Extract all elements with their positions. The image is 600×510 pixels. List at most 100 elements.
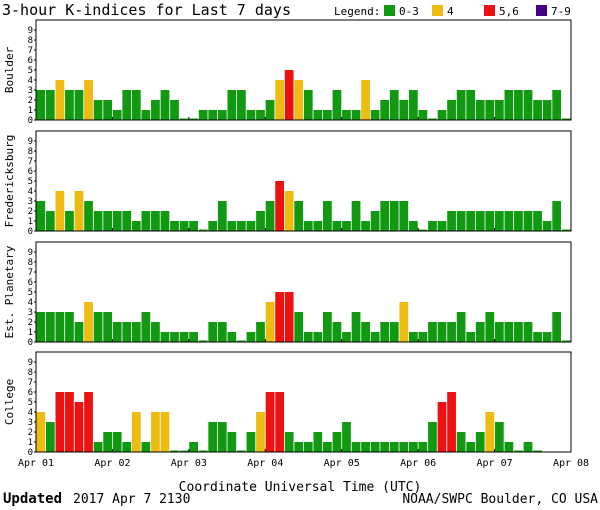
y-tick-label: 6 <box>28 388 33 398</box>
bar <box>418 229 428 231</box>
bar <box>342 422 351 452</box>
bar <box>380 100 390 120</box>
bar <box>380 322 390 342</box>
y-tick-label: 6 <box>28 278 33 288</box>
bar <box>246 110 256 120</box>
bar <box>112 211 122 231</box>
bar <box>151 211 160 231</box>
bar <box>561 118 571 120</box>
bar <box>389 442 399 452</box>
bar <box>84 201 93 231</box>
bar <box>380 442 390 452</box>
bar <box>428 322 437 342</box>
bar <box>475 322 485 342</box>
y-tick-label: 2 <box>28 207 33 217</box>
legend: Legend: 0-3 4 5,6 7-9 <box>334 5 571 18</box>
bar <box>141 110 151 120</box>
y-tick-label: 1 <box>28 217 33 227</box>
bar <box>246 432 256 452</box>
bar <box>55 191 65 231</box>
bar <box>552 201 562 231</box>
bar <box>303 221 313 231</box>
bar <box>332 221 342 231</box>
bar <box>294 80 304 120</box>
bar <box>198 450 208 452</box>
bar <box>74 322 84 342</box>
bar <box>342 110 351 120</box>
bar <box>447 211 456 231</box>
bar <box>198 110 208 120</box>
bar <box>179 118 189 120</box>
bar <box>466 442 476 452</box>
bar <box>122 442 132 452</box>
bar <box>475 211 485 231</box>
bar <box>74 402 84 452</box>
bar <box>504 442 514 452</box>
bar <box>93 100 103 120</box>
bar <box>437 402 447 452</box>
y-tick-label: 3 <box>28 418 33 428</box>
station-label: College <box>3 379 16 425</box>
bar <box>294 442 304 452</box>
plot-frame <box>35 241 572 343</box>
bar <box>370 110 380 120</box>
bar <box>151 100 160 120</box>
bar <box>45 422 55 452</box>
y-tick-label: 6 <box>28 56 33 66</box>
bar <box>437 221 447 231</box>
y-tick-label: 0 <box>28 227 33 237</box>
bar <box>370 442 380 452</box>
bar <box>533 450 542 452</box>
bar <box>36 201 46 231</box>
bar <box>237 340 246 342</box>
bar <box>93 312 103 342</box>
bar <box>237 221 246 231</box>
bar <box>170 450 179 452</box>
y-tick-label: 2 <box>28 96 33 106</box>
bar <box>313 332 323 342</box>
y-tick-label: 9 <box>28 248 33 258</box>
bar <box>198 229 208 231</box>
bar <box>494 211 504 231</box>
y-tick-label: 9 <box>28 26 33 36</box>
bar <box>227 332 237 342</box>
bar <box>504 322 514 342</box>
bar <box>447 322 456 342</box>
bar <box>36 90 46 120</box>
bar <box>256 322 265 342</box>
legend-swatch-0 <box>384 5 395 16</box>
y-tick-label: 4 <box>28 408 33 418</box>
bar <box>208 110 218 120</box>
y-tick-label: 0 <box>28 448 33 458</box>
bar <box>523 322 533 342</box>
legend-entry-1: 4 <box>447 5 454 18</box>
bar <box>103 100 113 120</box>
bar <box>189 118 199 120</box>
plot-frame <box>35 130 572 232</box>
bar <box>170 100 179 120</box>
y-tick-label: 3 <box>28 197 33 207</box>
y-tick-label: 7 <box>28 268 33 278</box>
bar <box>361 322 370 342</box>
bar <box>323 442 332 452</box>
bar <box>65 392 74 452</box>
bar <box>514 90 523 120</box>
bar <box>408 442 418 452</box>
bar <box>494 322 504 342</box>
bar <box>351 442 361 452</box>
updated-label: Updated <box>3 491 62 507</box>
bar <box>351 110 361 120</box>
bar <box>141 312 151 342</box>
bar <box>160 211 170 231</box>
bar <box>131 322 141 342</box>
bar <box>141 211 151 231</box>
bar <box>227 221 237 231</box>
bar <box>342 332 351 342</box>
y-tick-label: 8 <box>28 36 33 46</box>
bar <box>361 442 370 452</box>
bar <box>485 412 495 452</box>
x-axis: Apr 01 Apr 02 Apr 03 Apr 04 Apr 05 Apr 06 Apr … <box>18 458 589 469</box>
bar <box>141 442 151 452</box>
